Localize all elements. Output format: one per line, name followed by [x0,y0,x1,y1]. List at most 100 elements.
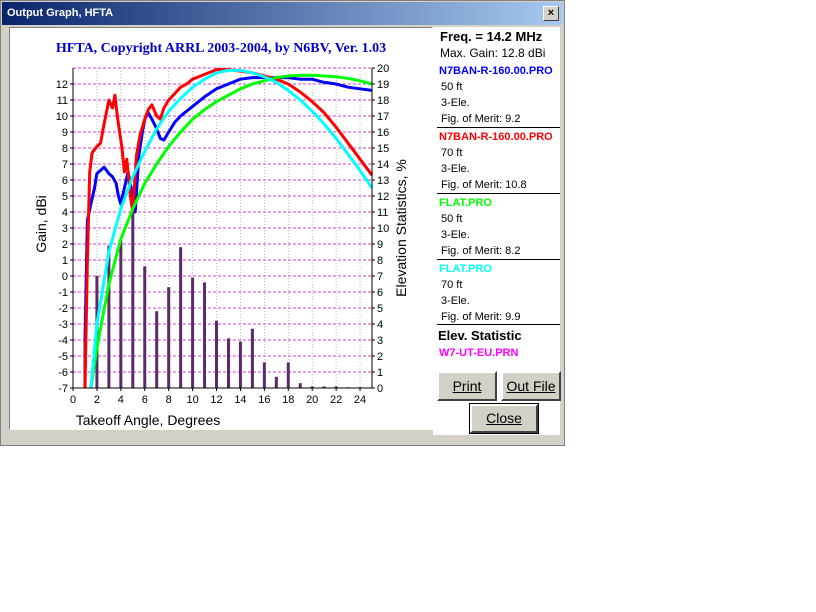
legend-entry-height: 50 ft [441,213,463,225]
y2-tick-label: 17 [377,111,389,123]
elev-stat-bar [119,239,123,388]
plot-area: HFTA, Copyright ARRL 2003-2004, by N6BV,… [9,27,433,430]
elev-stat-bar [143,266,147,388]
close-button[interactable]: Close [469,403,539,434]
elev-stat-bar [262,362,266,388]
max-gain-label: Max. Gain: 12.8 dBi [440,46,546,60]
out-file-button-label: Out File [506,378,556,394]
elev-stat-bar [203,282,207,388]
output-chart: HFTA, Copyright ARRL 2003-2004, by N6BV,… [33,41,409,428]
x-tick-label: 22 [330,394,342,406]
close-icon[interactable]: × [543,6,559,21]
y-tick-label: 0 [62,271,68,283]
y2-tick-label: 16 [377,127,389,139]
out-file-button[interactable]: Out File [501,371,561,401]
x-tick-label: 24 [354,394,366,406]
divider [437,259,560,260]
elev-stat-bar [131,210,135,388]
elev-stat-bar [238,341,242,388]
elev-stat-bar [298,383,302,388]
elev-stat-bar [250,328,254,388]
y-tick-label: 5 [62,191,68,203]
y2-tick-label: 5 [377,303,383,315]
y-tick-label: 9 [62,127,68,139]
y2-tick-label: 12 [377,191,389,203]
elev-stat-bar [215,320,219,388]
y-tick-label: 1 [62,255,68,267]
legend-entry-fom: Fig. of Merit: 8.2 [441,245,521,257]
series-line-3 [89,73,373,389]
elev-statistic-file: W7-UT-EU.PRN [439,347,519,359]
y-tick-label: -3 [58,319,68,331]
y-tick-label: -6 [58,367,68,379]
y2-tick-label: 19 [377,79,389,91]
y-tick-label: -5 [58,351,68,363]
legend-entry-type: 3-Ele. [441,295,470,307]
y-tick-label: 12 [56,79,68,91]
output-graph-window: Output Graph, HFTA × HFTA, Copyright ARR… [0,0,565,446]
x-tick-label: 6 [142,394,148,406]
y2-tick-label: 3 [377,335,383,347]
y2-tick-label: 1 [377,367,383,379]
title-bar[interactable]: Output Graph, HFTA × [2,2,563,25]
y-tick-label: 8 [62,143,68,155]
legend-entry-height: 50 ft [441,81,463,93]
elev-stat-bar [334,386,338,388]
legend-entry-name: FLAT.PRO [439,197,492,209]
y2-tick-label: 14 [377,159,389,171]
y-tick-label: 2 [62,239,68,251]
elev-stat-bar [310,386,314,388]
y2-tick-label: 0 [377,383,383,395]
elev-stat-bar [179,247,183,388]
series-line-4 [89,68,374,389]
x-tick-label: 4 [118,394,124,406]
legend-entry-type: 3-Ele. [441,97,470,109]
x-tick-label: 18 [282,394,294,406]
legend-entry-type: 3-Ele. [441,163,470,175]
y2-tick-label: 11 [377,207,388,219]
y-tick-label: 4 [62,207,68,219]
frequency-label: Freq. = 14.2 MHz [440,29,543,44]
y2-tick-label: 4 [377,319,383,331]
y-tick-label: 6 [62,175,68,187]
x-axis-label: Takeoff Angle, Degrees [76,412,221,428]
elev-stat-bar [322,386,326,388]
divider [437,193,560,194]
elev-stat-bar [191,277,195,388]
legend-panel: Freq. = 14.2 MHz Max. Gain: 12.8 dBi N7B… [433,27,560,435]
legend-entry-name: N7BAN-R-160.00.PRO [439,131,553,143]
y2-tick-label: 13 [377,175,389,187]
window-title: Output Graph, HFTA [7,7,114,19]
x-tick-label: 8 [166,394,172,406]
y2-tick-label: 7 [377,271,383,283]
y-tick-label: 11 [57,95,68,107]
legend-entry-name: N7BAN-R-160.00.PRO [439,65,553,77]
legend-entry-fom: Fig. of Merit: 9.9 [441,311,521,323]
print-button[interactable]: Print [437,371,497,401]
y-tick-label: -4 [58,335,68,347]
x-tick-label: 2 [94,394,100,406]
legend-entry-name: FLAT.PRO [439,263,492,275]
print-button-label: Print [452,378,482,394]
x-tick-label: 12 [210,394,222,406]
x-tick-label: 20 [306,394,318,406]
y2-tick-label: 18 [377,95,389,107]
y2-tick-label: 6 [377,287,383,299]
elev-statistic-heading: Elev. Statistic [438,328,522,343]
y-axis-label: Gain, dBi [33,195,49,253]
y-tick-label: -2 [58,303,68,315]
elev-stat-bar [286,362,290,388]
y2-tick-label: 10 [377,223,389,235]
elev-stat-bar [107,245,111,388]
y2-tick-label: 2 [377,351,383,363]
y-tick-label: 7 [62,159,68,171]
y-tick-label: 10 [56,111,68,123]
y2-tick-label: 15 [377,143,389,155]
elev-stat-bar [274,376,278,388]
y2-tick-label: 20 [377,63,389,75]
divider [437,324,560,325]
elev-stat-bar [155,311,159,388]
y-tick-label: -1 [58,287,68,299]
legend-entry-fom: Fig. of Merit: 10.8 [441,179,527,191]
divider [437,127,560,128]
